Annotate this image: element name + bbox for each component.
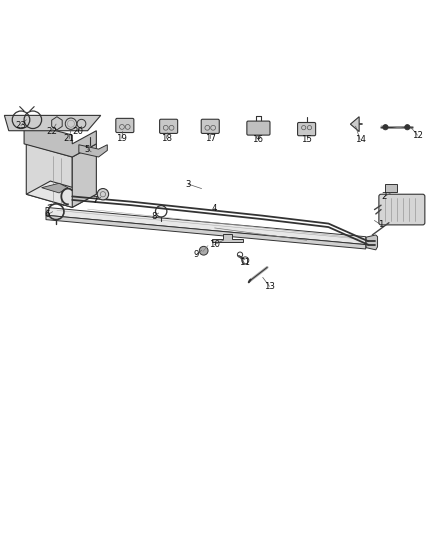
Text: 5: 5 [85, 144, 90, 154]
Polygon shape [4, 115, 101, 131]
Text: 16: 16 [252, 135, 263, 144]
Text: 22: 22 [46, 127, 57, 136]
Text: 7: 7 [93, 196, 98, 205]
Text: 10: 10 [209, 240, 220, 249]
Text: 1: 1 [378, 220, 384, 229]
Circle shape [383, 125, 388, 130]
Text: 14: 14 [354, 135, 366, 144]
Text: 4: 4 [212, 204, 217, 213]
Polygon shape [46, 215, 366, 249]
FancyBboxPatch shape [116, 118, 134, 133]
Text: 9: 9 [194, 250, 199, 259]
FancyBboxPatch shape [159, 119, 178, 133]
Text: 3: 3 [186, 180, 191, 189]
Text: 18: 18 [161, 134, 172, 143]
Polygon shape [366, 235, 378, 250]
Text: 2: 2 [382, 192, 387, 201]
Polygon shape [46, 207, 366, 245]
Text: 6: 6 [45, 211, 50, 219]
Text: 17: 17 [205, 134, 216, 143]
FancyBboxPatch shape [201, 119, 219, 133]
Polygon shape [52, 117, 62, 130]
FancyBboxPatch shape [247, 121, 270, 135]
Polygon shape [24, 122, 96, 157]
Text: 12: 12 [412, 131, 423, 140]
FancyBboxPatch shape [297, 123, 316, 136]
Polygon shape [72, 144, 96, 207]
Polygon shape [212, 233, 243, 243]
Polygon shape [26, 144, 72, 207]
Polygon shape [79, 145, 107, 157]
Polygon shape [42, 183, 68, 193]
Polygon shape [350, 117, 359, 132]
Circle shape [97, 189, 109, 200]
Text: 21: 21 [64, 134, 75, 143]
Text: 13: 13 [264, 282, 275, 290]
Polygon shape [26, 181, 96, 207]
FancyBboxPatch shape [385, 184, 397, 192]
Circle shape [405, 125, 410, 130]
Text: 11: 11 [239, 259, 250, 268]
Text: 23: 23 [15, 121, 27, 130]
Circle shape [199, 246, 208, 255]
Text: 19: 19 [117, 134, 127, 143]
Text: 15: 15 [301, 135, 312, 144]
Text: 20: 20 [72, 127, 84, 136]
FancyBboxPatch shape [379, 194, 425, 225]
Text: 8: 8 [152, 212, 157, 221]
